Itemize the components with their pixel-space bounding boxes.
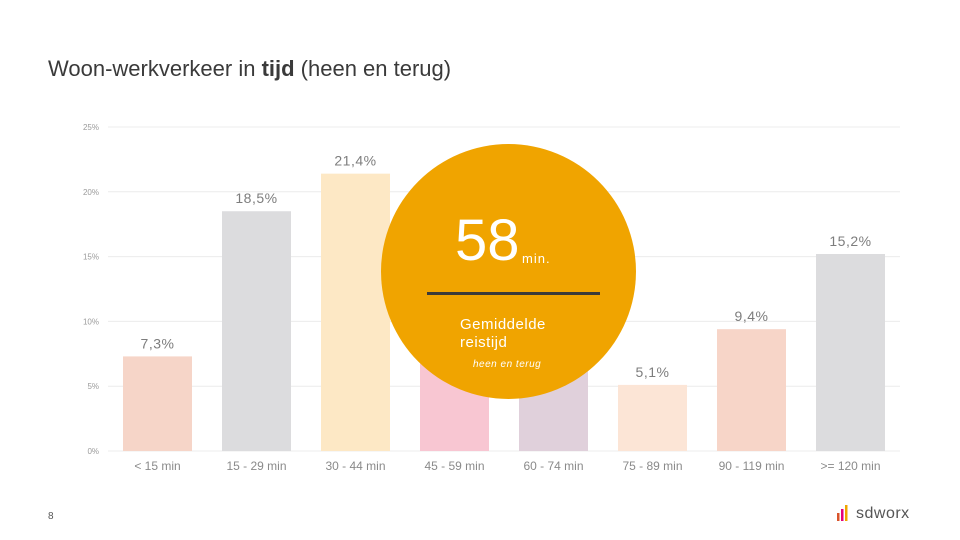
- y-tick-label: 10%: [83, 317, 99, 326]
- bar: [618, 384, 687, 451]
- average-time-label: Gemiddelde reistijd: [460, 316, 546, 351]
- data-label: 9,4%: [735, 308, 769, 324]
- bar: [321, 173, 390, 451]
- x-tick-label: < 15 min: [134, 459, 180, 473]
- data-label: 21,4%: [334, 153, 376, 169]
- x-tick-label: 60 - 74 min: [523, 459, 583, 473]
- bar: [123, 356, 192, 451]
- average-time-sublabel: heen en terug: [473, 359, 542, 370]
- x-tick-label: 90 - 119 min: [719, 459, 785, 473]
- y-tick-label: 0%: [87, 447, 99, 456]
- average-time-value: 58: [455, 208, 520, 273]
- page-number: 8: [48, 511, 54, 522]
- bar: [816, 254, 885, 451]
- sdworx-logo: sdworx: [836, 503, 910, 525]
- data-label: 7,3%: [141, 335, 175, 351]
- x-tick-label: >= 120 min: [820, 459, 880, 473]
- x-tick-label: 75 - 89 min: [622, 459, 682, 473]
- x-tick-label: 30 - 44 min: [325, 459, 385, 473]
- x-tick-label: 15 - 29 min: [226, 459, 286, 473]
- average-time-unit: min.: [522, 251, 551, 266]
- bar: [222, 211, 291, 451]
- data-label: 15,2%: [829, 233, 871, 249]
- title-emphasis: tijd: [261, 56, 295, 81]
- brand-name: sdworx: [856, 505, 910, 522]
- bar: [717, 329, 786, 451]
- data-label: 18,5%: [235, 190, 277, 206]
- y-tick-label: 15%: [83, 253, 99, 262]
- y-tick-label: 20%: [83, 188, 99, 197]
- divider: [427, 292, 600, 295]
- y-tick-label: 5%: [87, 382, 99, 391]
- data-label: 5,1%: [636, 364, 670, 380]
- y-tick-label: 25%: [83, 123, 99, 132]
- average-time-bubble: [381, 144, 636, 399]
- sdworx-logo-icon: [837, 505, 848, 521]
- x-tick-label: 45 - 59 min: [424, 459, 484, 473]
- page-title: Woon-werkverkeer in tijd (heen en terug): [48, 56, 452, 81]
